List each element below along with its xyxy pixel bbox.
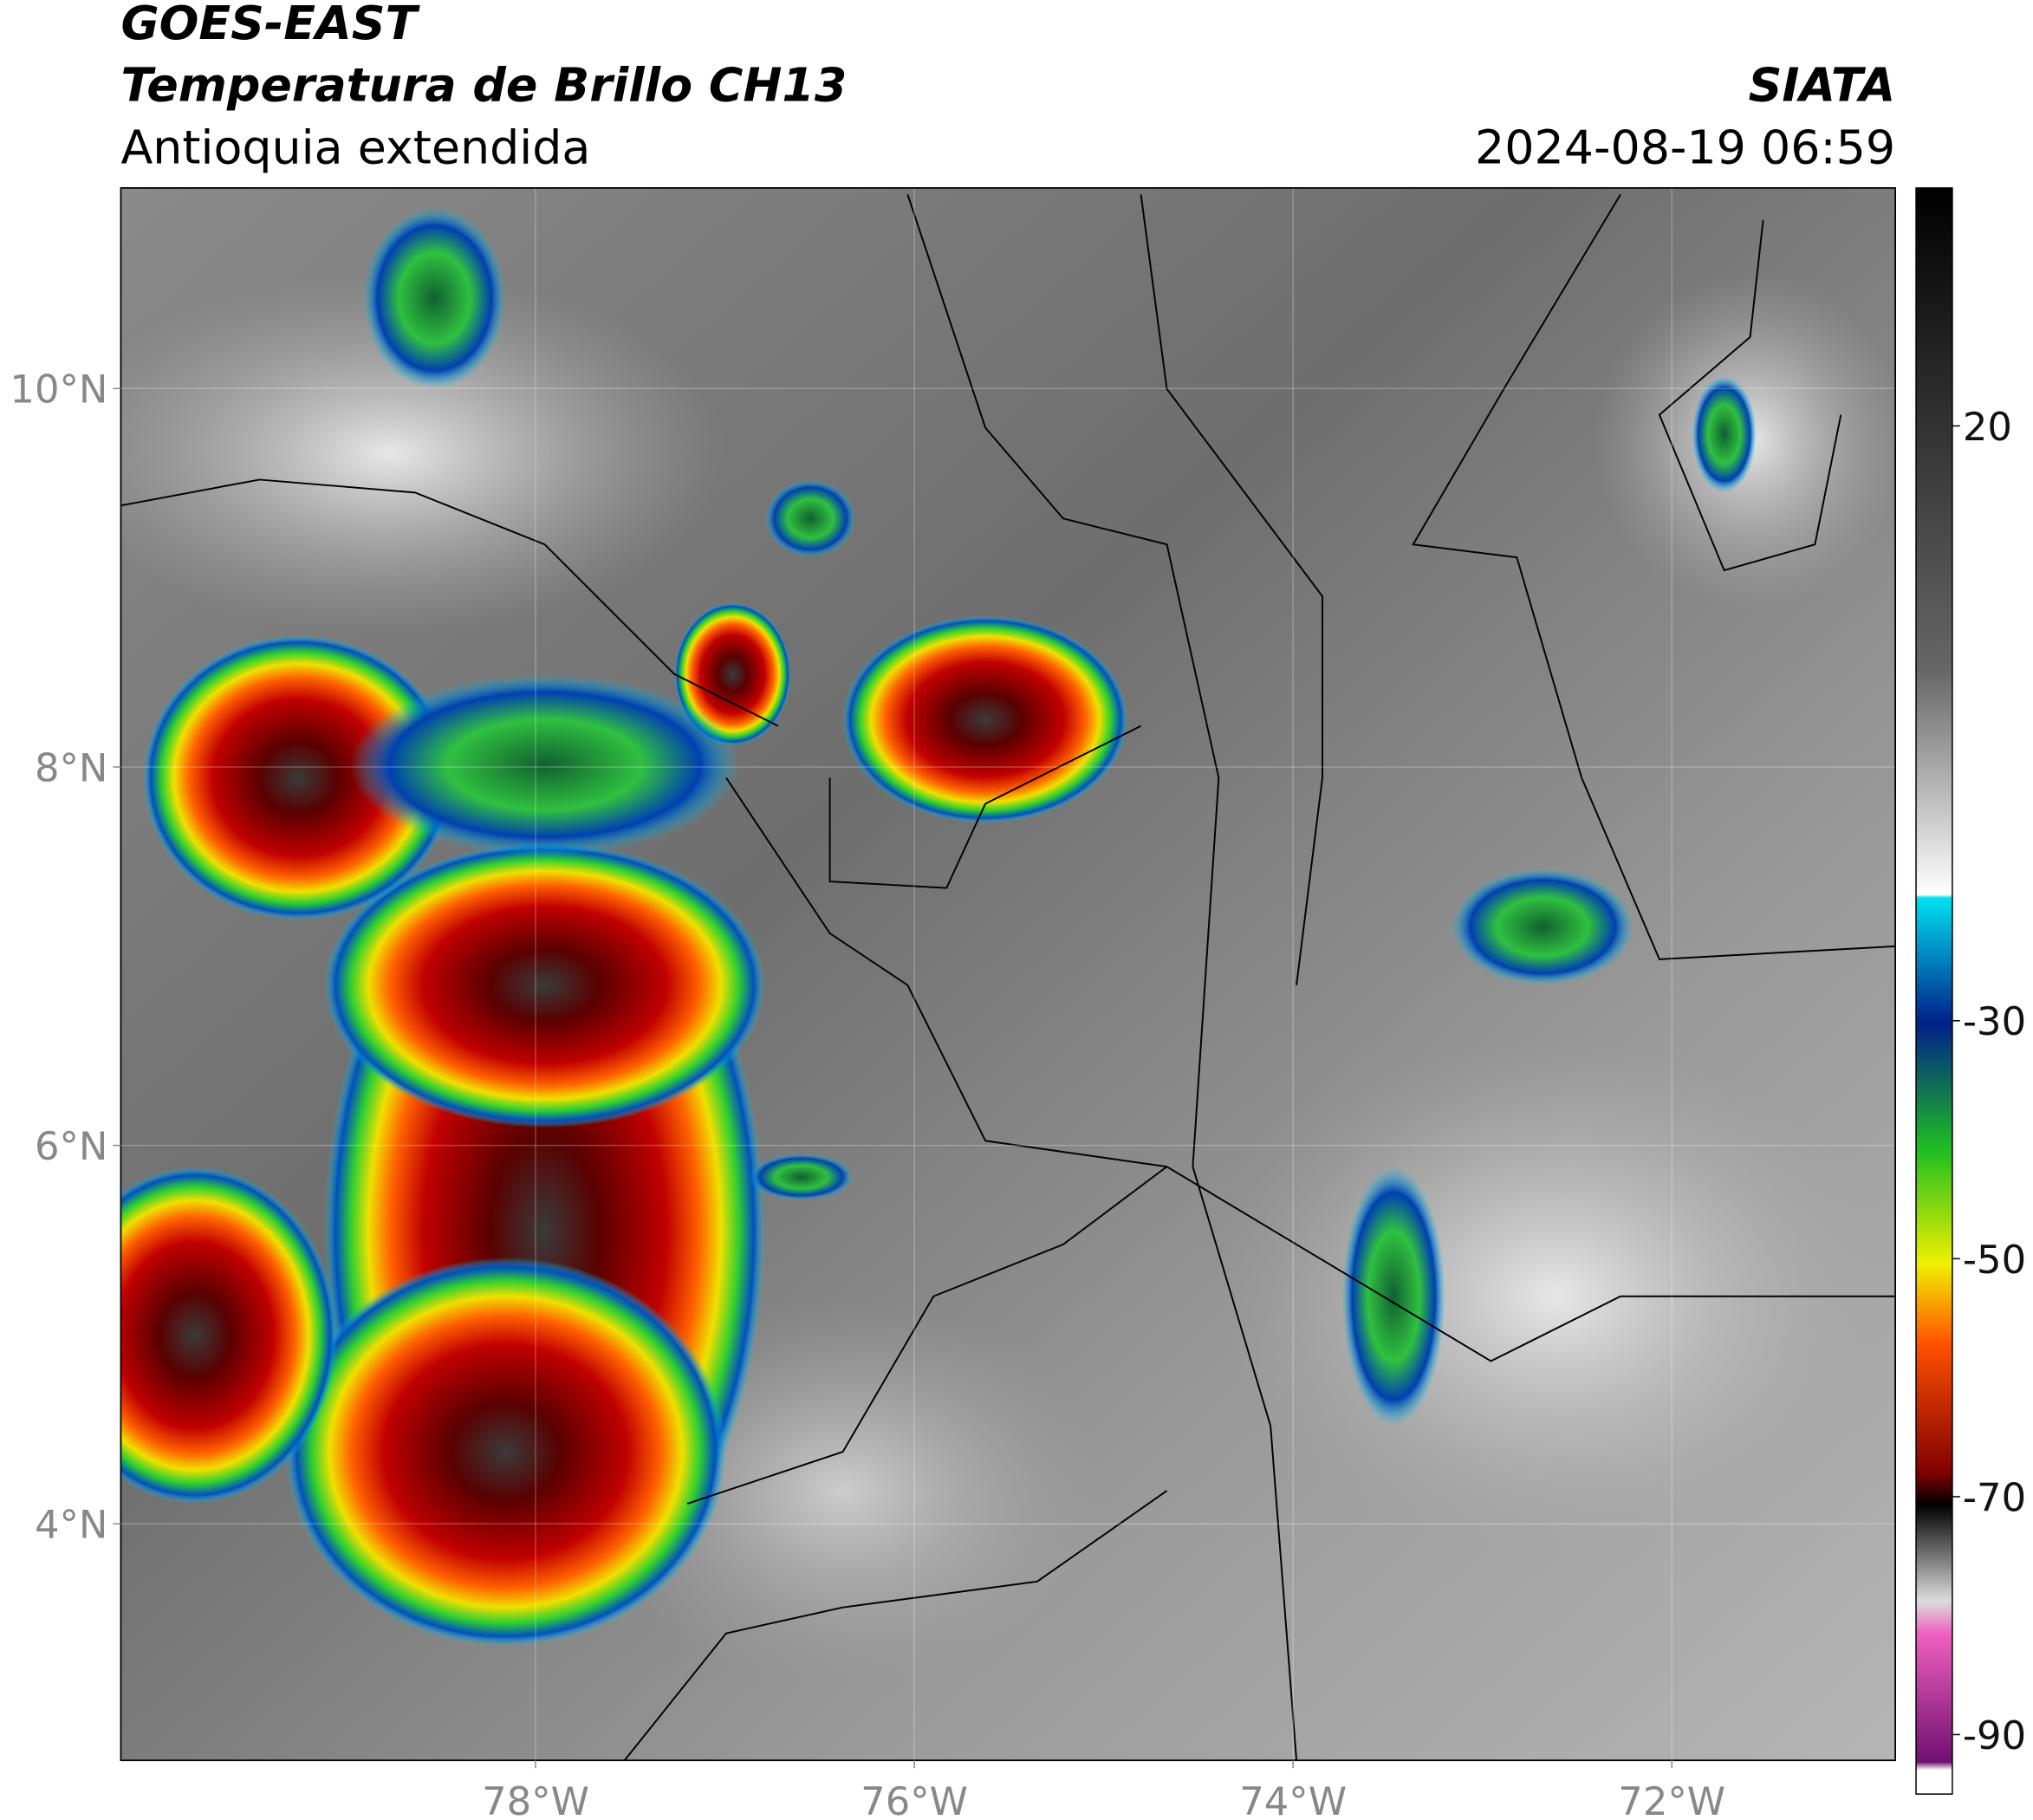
map-image: [120, 187, 1896, 1761]
colorbar-tick-label: -30: [1963, 998, 2026, 1044]
y-tick-label: 6°N: [35, 1123, 108, 1169]
map-frame: [120, 186, 1896, 1762]
title: GOES-EAST: [120, 0, 420, 50]
colorbar-tick-label: -50: [1963, 1237, 2026, 1283]
y-tick-label: 8°N: [35, 744, 108, 790]
y-tick-label: 10°N: [10, 367, 107, 413]
colorbar-tick-label: -90: [1963, 1713, 2026, 1758]
x-tick-label: 74°W: [1239, 1778, 1347, 1820]
grid: [120, 187, 1896, 1761]
source: SIATA: [1749, 58, 1896, 113]
region: Antioquia extendida: [120, 120, 590, 174]
colorbar-tick-label: 20: [1963, 404, 2012, 450]
subtitle: Temperatura de Brillo CH13: [120, 58, 847, 113]
x-tick-label: 76°W: [861, 1778, 968, 1820]
x-tick-label: 72°W: [1618, 1778, 1725, 1820]
y-tick-label: 4°N: [35, 1502, 108, 1548]
colorbar-tick-label: -70: [1963, 1474, 2026, 1520]
x-tick-label: 78°W: [482, 1778, 589, 1820]
colorbar: [1915, 187, 1953, 1795]
datetime: 2024-08-19 06:59: [1475, 120, 1895, 174]
